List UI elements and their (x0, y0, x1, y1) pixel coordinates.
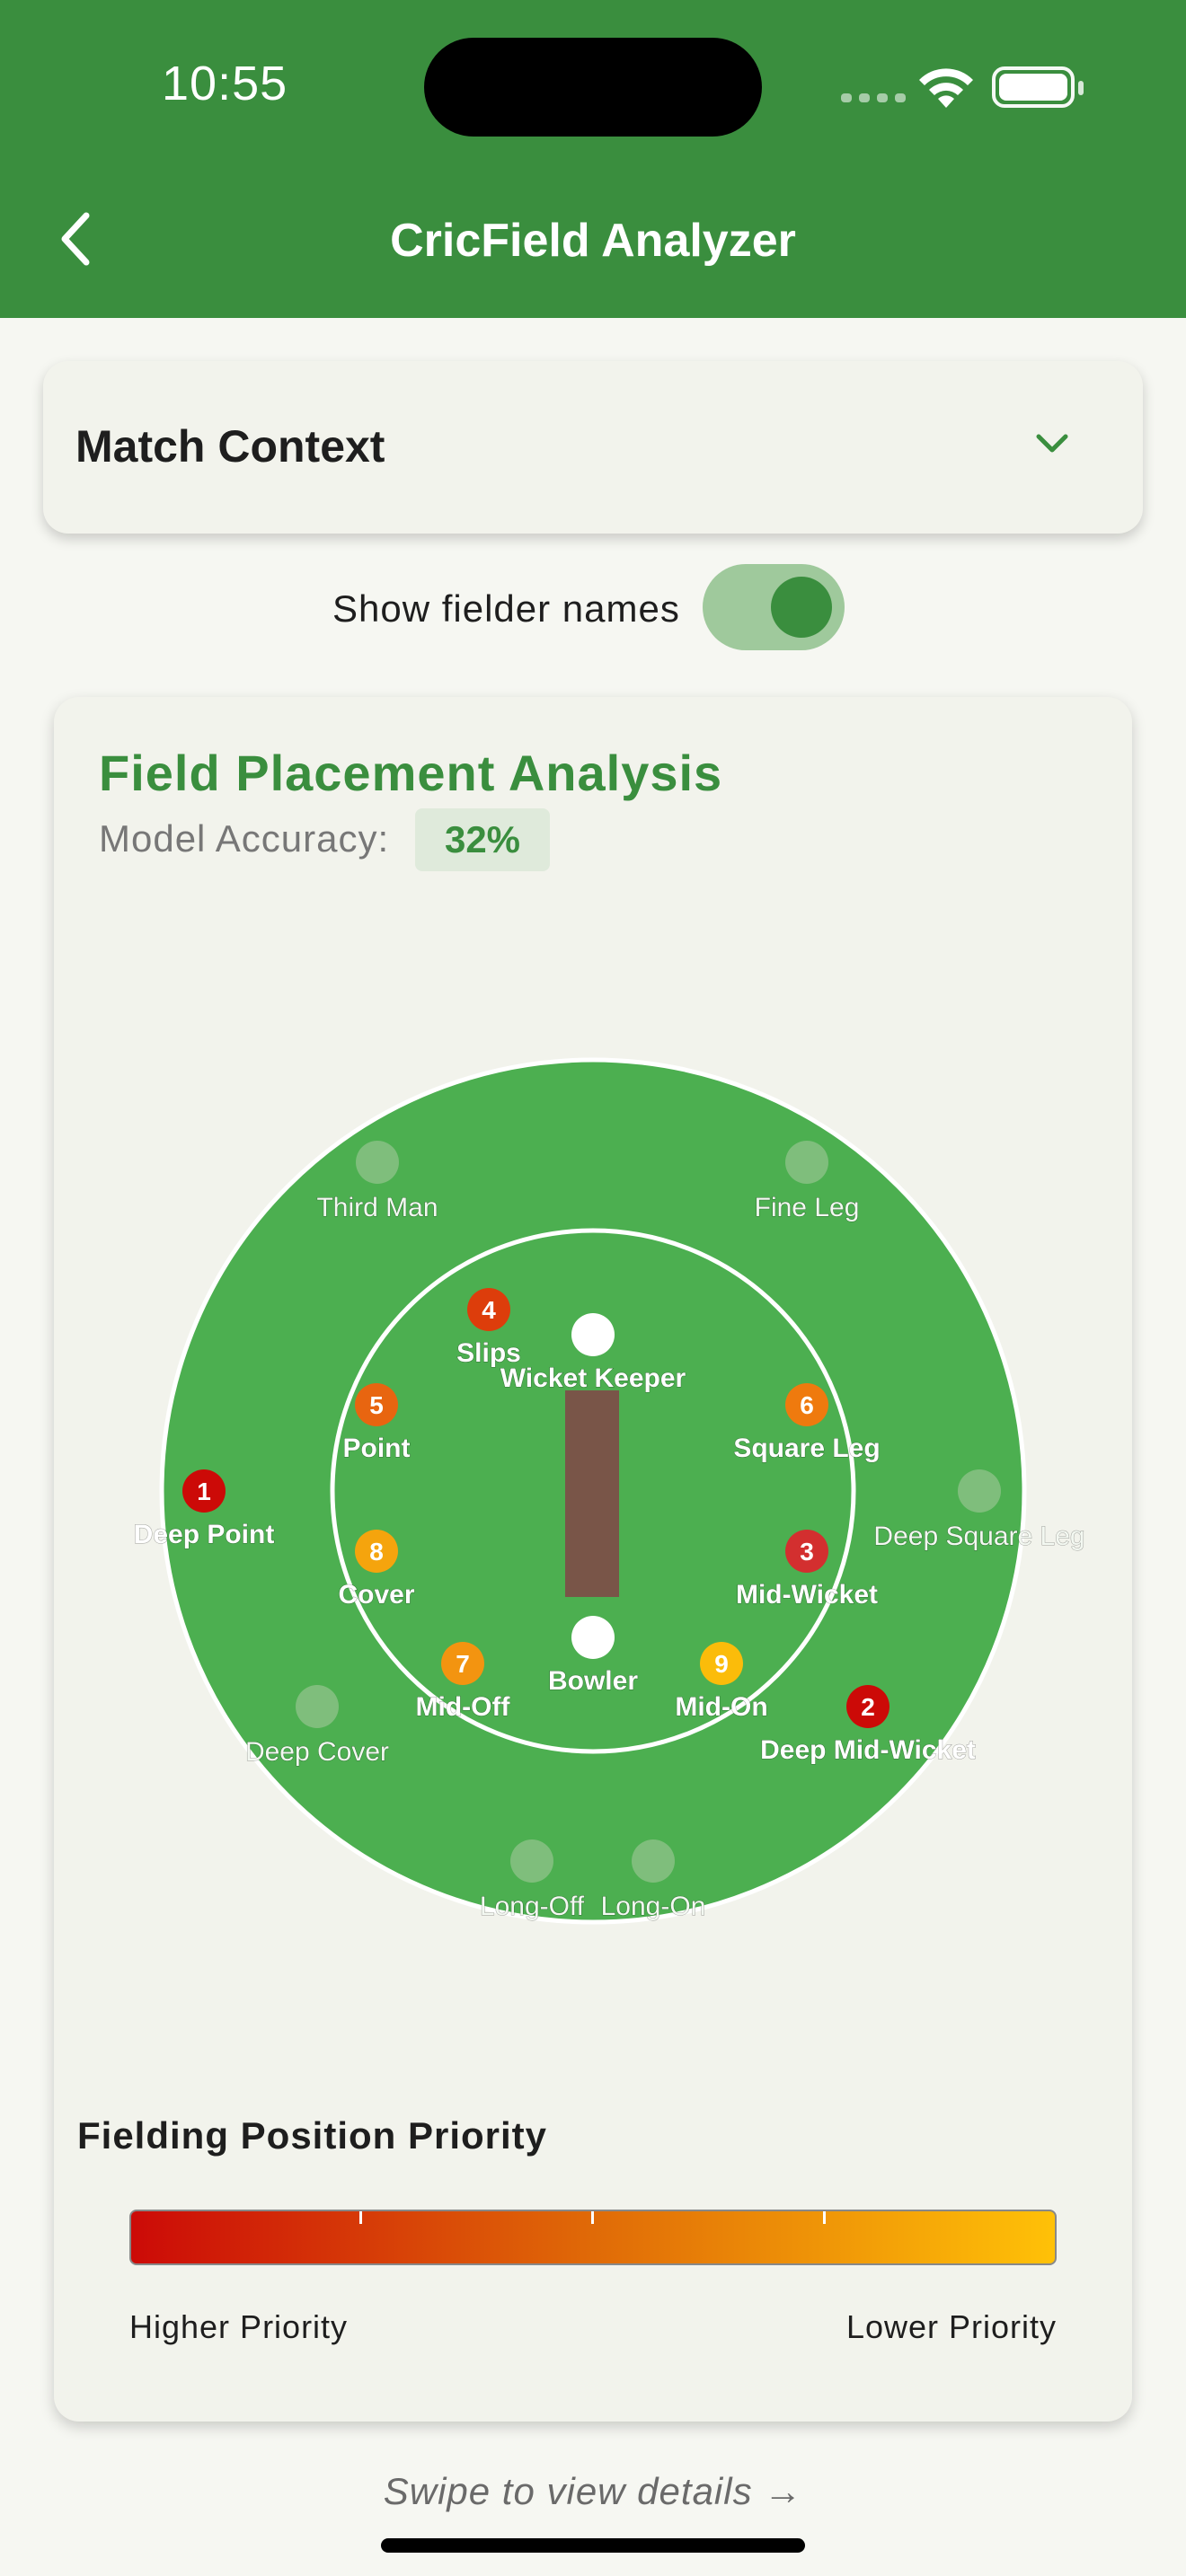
inner-ring (330, 1228, 856, 1754)
fielder-marker-inactive (785, 1141, 828, 1184)
fielder-rank: 9 (714, 1650, 729, 1678)
page-title: CricField Analyzer (390, 215, 796, 267)
fielder-marker (182, 1469, 226, 1513)
lower-priority-label: Lower Priority (845, 2308, 1057, 2345)
priority-gradient-bar (129, 2210, 1057, 2265)
fielder-position-inactive[interactable] (632, 1839, 675, 1883)
fielder-label: Long-Off (480, 1892, 585, 1921)
fielder-label: Third Man (316, 1193, 438, 1222)
fielder-label: Point (343, 1434, 411, 1463)
match-context-card[interactable]: Match Context (43, 361, 1143, 534)
fielder-label: Deep Point (134, 1520, 275, 1549)
fielder-marker (441, 1642, 484, 1685)
chevron-down-icon (1036, 434, 1068, 453)
fielder-position-inactive[interactable] (785, 1141, 828, 1184)
fielder-position-active[interactable]: 4 (467, 1288, 510, 1331)
fielder-rank: 2 (861, 1693, 875, 1721)
fielder-rank: 7 (456, 1650, 470, 1678)
match-context-title: Match Context (75, 421, 385, 472)
battery-icon (992, 66, 1084, 108)
fielder-rank: 8 (369, 1538, 384, 1566)
fielder-position-inactive[interactable] (510, 1839, 553, 1883)
cricket-field-diagram: Third Man Fine Leg Deep Square Leg Deep Cov… (133, 1057, 1085, 1925)
fielder-rank: 4 (482, 1296, 496, 1324)
fielder-marker-inactive (356, 1141, 399, 1184)
fielder-position-active[interactable]: 2 (846, 1685, 890, 1728)
accuracy-badge: 32% (415, 808, 550, 871)
priority-tick (359, 2211, 362, 2224)
fielder-rank: 5 (369, 1391, 384, 1419)
fielder-position-active[interactable]: 9 (700, 1642, 743, 1685)
fielder-label: Mid-Off (416, 1692, 511, 1722)
stump-marker (571, 1616, 615, 1659)
home-indicator (381, 2538, 805, 2553)
fielder-marker (846, 1685, 890, 1728)
toggle-label: Show fielder names (332, 587, 680, 630)
fielder-position-active[interactable]: 8 (355, 1530, 398, 1573)
fielder-label: Long-On (601, 1892, 706, 1921)
fielder-label: Bowler (548, 1666, 638, 1696)
back-button[interactable] (50, 203, 104, 275)
priority-tick (823, 2211, 826, 2224)
fielder-position-inactive[interactable] (958, 1469, 1001, 1513)
fielder-marker-inactive (632, 1839, 675, 1883)
analysis-title: Field Placement Analysis (99, 745, 723, 801)
fielder-position-active[interactable]: 3 (785, 1530, 828, 1573)
switch-knob (771, 577, 832, 638)
fielder-label: Fine Leg (755, 1193, 860, 1222)
dynamic-island (424, 38, 762, 137)
fielder-label: Mid-Wicket (736, 1580, 878, 1610)
fielder-position-active[interactable]: 1 (182, 1469, 226, 1513)
app-bar: 10:55 CricField Analyzer (0, 0, 1186, 318)
fielder-marker-inactive (958, 1469, 1001, 1513)
pitch (565, 1390, 619, 1597)
fielder-position-inactive[interactable] (356, 1141, 399, 1184)
fielder-marker (355, 1530, 398, 1573)
fielder-label: Slips (456, 1338, 521, 1368)
fielder-label: Cover (338, 1580, 414, 1610)
priority-tick (591, 2211, 594, 2224)
fielder-position-active[interactable]: 5 (355, 1383, 398, 1426)
fielder-label: Deep Mid-Wicket (760, 1735, 976, 1765)
fielder-marker (355, 1383, 398, 1426)
accuracy-label: Model Accuracy: (99, 817, 390, 860)
stump-marker (571, 1313, 615, 1356)
fielder-label: Deep Square Leg (873, 1522, 1084, 1551)
fielder-position-active[interactable]: 7 (441, 1642, 484, 1685)
fielder-rank: 6 (800, 1391, 814, 1419)
fielder-marker-inactive (296, 1685, 339, 1728)
fielder-position-active[interactable]: 6 (785, 1383, 828, 1426)
chevron-left-icon (61, 212, 90, 266)
fielder-rank: 3 (800, 1538, 814, 1566)
fielder-marker (785, 1383, 828, 1426)
status-time: 10:55 (162, 57, 288, 110)
fielder-label: Square Leg (733, 1434, 880, 1463)
wifi-icon (919, 68, 973, 108)
priority-title: Fielding Position Priority (77, 2114, 548, 2157)
higher-priority-label: Higher Priority (129, 2308, 349, 2345)
fielder-position-inactive[interactable] (296, 1685, 339, 1728)
fielder-marker-inactive (510, 1839, 553, 1883)
show-fielder-names-switch[interactable] (703, 564, 845, 650)
fielder-label: Wicket Keeper (500, 1363, 686, 1393)
fielder-marker (785, 1530, 828, 1573)
cellular-signal-icon (841, 93, 906, 102)
fielder-marker (700, 1642, 743, 1685)
fielder-label: Deep Cover (245, 1737, 389, 1767)
fielder-names-toggle-row: Show fielder names (0, 564, 1186, 654)
fielder-marker (467, 1288, 510, 1331)
fielder-label: Mid-On (675, 1692, 767, 1722)
swipe-hint[interactable]: Swipe to view details → (383, 2470, 803, 2512)
fielder-rank: 1 (197, 1478, 211, 1505)
